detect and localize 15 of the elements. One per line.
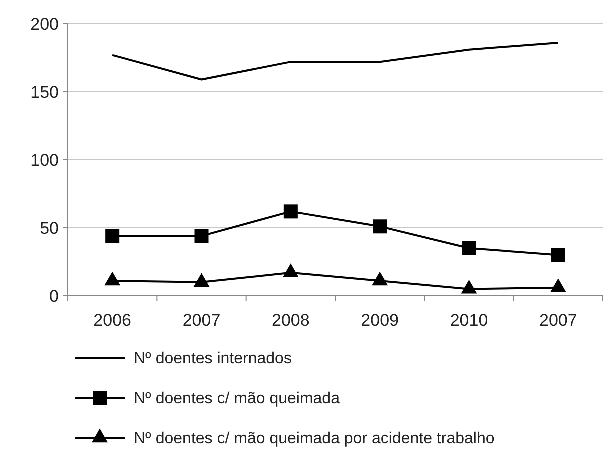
legend-label: Nº doentes c/ mão queimada <box>134 390 340 408</box>
x-tick-label: 2006 <box>94 311 132 330</box>
y-tick-label: 50 <box>40 218 59 238</box>
y-tick-label: 0 <box>50 286 59 306</box>
y-tick-label: 200 <box>30 14 59 34</box>
line-series <box>112 42 560 81</box>
x-tick-label: 2010 <box>450 311 488 330</box>
x-tick-label: 2008 <box>272 311 310 330</box>
x-tick-label: 2007 <box>540 311 578 330</box>
legend-label: Nº doentes c/ mão queimada por acidente trabalho <box>134 430 495 448</box>
legend-label: Nº doentes internados <box>134 350 292 368</box>
x-tick-label: 2009 <box>361 311 399 330</box>
x-tick-label: 2007 <box>182 311 221 330</box>
y-tick-label: 100 <box>30 150 59 170</box>
y-tick-label: 150 <box>30 82 59 102</box>
